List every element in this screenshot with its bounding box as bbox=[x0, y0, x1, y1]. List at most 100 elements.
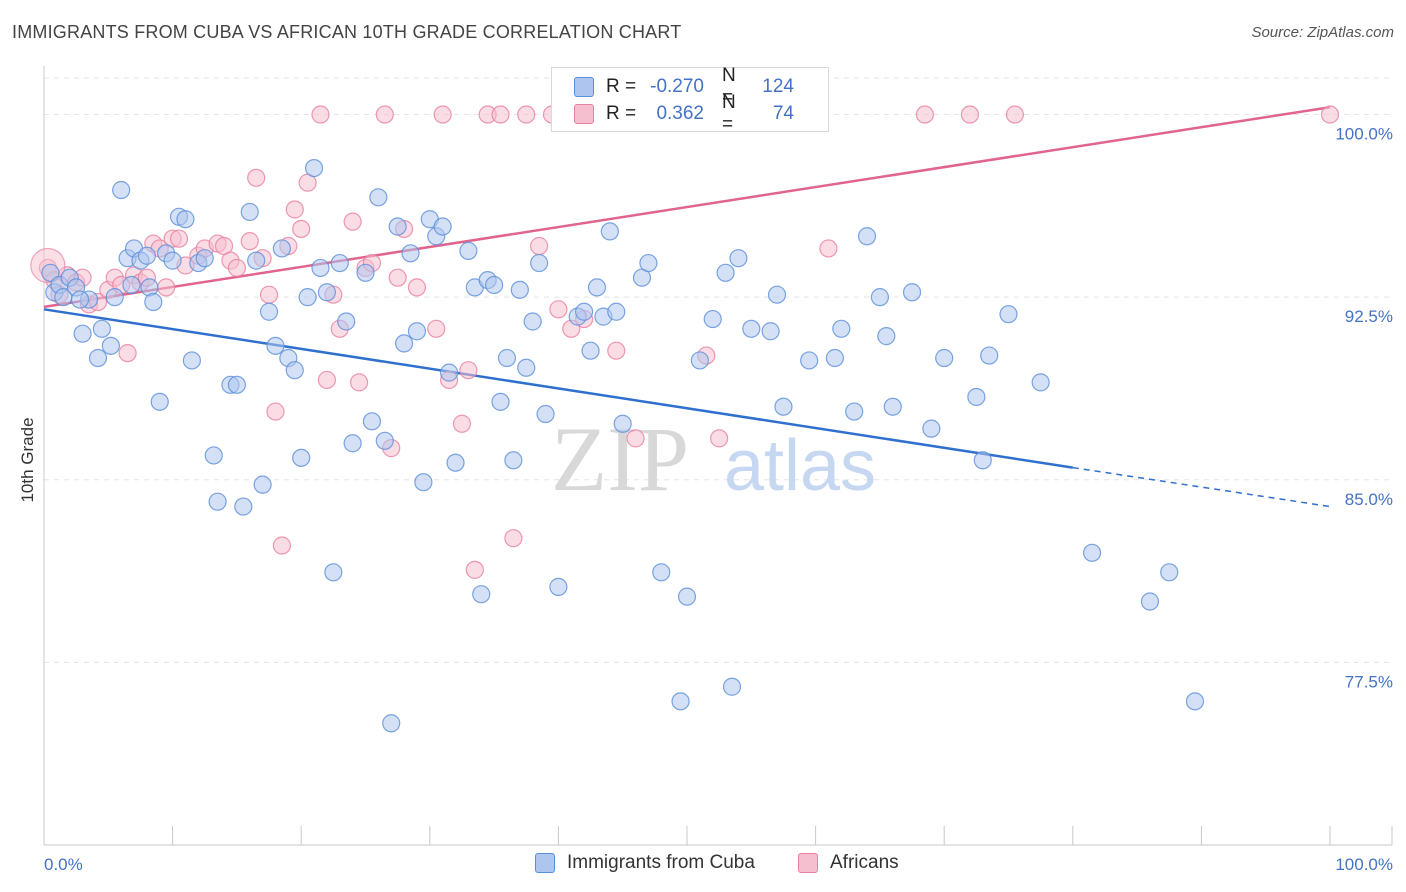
data-point-africans bbox=[549, 300, 568, 319]
data-point-cuba bbox=[967, 387, 986, 407]
data-point-cuba bbox=[304, 158, 324, 178]
data-point-cuba bbox=[870, 288, 890, 307]
data-point-cuba bbox=[150, 392, 169, 411]
data-point-cuba bbox=[292, 448, 311, 467]
data-point-cuba bbox=[504, 451, 523, 470]
x-tick-label: 0.0% bbox=[44, 855, 83, 874]
data-point-africans bbox=[819, 239, 838, 258]
data-point-africans bbox=[343, 212, 362, 231]
data-point-cuba bbox=[101, 336, 120, 355]
legend-row-cuba: R = -0.270 N = 124 bbox=[574, 65, 794, 108]
data-point-cuba bbox=[639, 253, 658, 273]
data-point-cuba bbox=[388, 217, 407, 236]
data-point-cuba bbox=[530, 253, 549, 273]
data-point-cuba bbox=[195, 249, 214, 268]
legend-swatch-pink bbox=[798, 853, 818, 873]
chart-source: Source: ZipAtlas.com bbox=[1251, 24, 1394, 41]
data-point-africans bbox=[375, 105, 394, 124]
data-point-cuba bbox=[600, 222, 619, 241]
data-point-cuba bbox=[259, 302, 279, 321]
data-point-cuba bbox=[922, 419, 941, 438]
watermark-atlas: atlas bbox=[724, 426, 876, 506]
data-point-cuba bbox=[73, 324, 92, 343]
data-point-africans bbox=[247, 168, 266, 187]
data-point-africans bbox=[292, 219, 311, 239]
legend-r-value: 0.362 bbox=[656, 103, 704, 124]
data-point-africans bbox=[960, 105, 980, 124]
data-point-cuba bbox=[497, 348, 517, 368]
legend-n-value: 124 bbox=[762, 76, 794, 97]
data-point-cuba bbox=[105, 288, 124, 307]
trend-line-cuba bbox=[43, 308, 1073, 469]
data-point-cuba bbox=[716, 263, 735, 282]
data-point-africans bbox=[1320, 105, 1340, 124]
data-point-africans bbox=[118, 344, 137, 363]
data-point-cuba bbox=[761, 322, 780, 341]
data-point-cuba bbox=[742, 319, 761, 338]
data-point-cuba bbox=[845, 402, 864, 421]
data-point-cuba bbox=[144, 292, 163, 312]
bottom-legend-item-africans[interactable]: Africans bbox=[798, 852, 899, 874]
data-point-cuba bbox=[266, 336, 285, 355]
data-point-cuba bbox=[285, 361, 304, 380]
data-point-africans bbox=[491, 105, 510, 124]
data-point-africans bbox=[607, 341, 626, 360]
data-point-cuba bbox=[800, 351, 819, 370]
data-point-cuba bbox=[317, 283, 337, 302]
data-point-cuba bbox=[581, 341, 600, 360]
stats-legend: R = -0.270 N = 124 R = 0.362 N = 74 bbox=[551, 65, 829, 135]
data-point-cuba bbox=[208, 492, 227, 511]
data-point-cuba bbox=[1031, 373, 1050, 392]
data-point-cuba bbox=[491, 392, 510, 411]
watermark: ZIP atlas bbox=[551, 408, 876, 510]
trend-line-cuba-extension bbox=[1072, 466, 1331, 508]
data-point-cuba bbox=[999, 305, 1018, 324]
data-point-africans bbox=[259, 285, 279, 304]
data-point-cuba bbox=[774, 397, 793, 416]
data-point-africans bbox=[427, 319, 446, 338]
data-point-cuba bbox=[41, 263, 60, 282]
data-point-cuba bbox=[407, 322, 427, 341]
data-point-africans bbox=[317, 370, 337, 390]
data-point-cuba bbox=[401, 244, 420, 263]
data-point-cuba bbox=[523, 312, 542, 331]
data-point-cuba bbox=[414, 473, 433, 492]
y-tick-label: 92.5% bbox=[1345, 307, 1393, 326]
data-point-cuba bbox=[163, 251, 182, 270]
data-point-africans bbox=[626, 429, 645, 448]
bottom-legend-item-cuba[interactable]: Immigrants from Cuba bbox=[535, 852, 755, 874]
trend-line-africans bbox=[43, 105, 1331, 309]
data-point-cuba bbox=[767, 285, 787, 304]
data-point-africans bbox=[240, 232, 259, 251]
data-point-cuba bbox=[394, 334, 414, 353]
data-point-cuba bbox=[356, 263, 375, 282]
data-point-africans bbox=[459, 361, 478, 380]
data-point-cuba bbox=[677, 587, 697, 606]
data-point-africans bbox=[272, 536, 292, 555]
data-point-cuba bbox=[70, 290, 90, 309]
legend-swatch-blue bbox=[574, 77, 594, 97]
data-point-cuba bbox=[517, 358, 536, 377]
y-tick-label: 100.0% bbox=[1335, 125, 1393, 144]
data-point-africans bbox=[407, 278, 427, 297]
data-point-cuba bbox=[182, 351, 201, 370]
data-point-cuba bbox=[536, 404, 555, 424]
data-point-cuba bbox=[857, 227, 877, 246]
data-point-cuba bbox=[973, 451, 992, 470]
data-point-africans bbox=[433, 105, 452, 124]
data-point-cuba bbox=[472, 585, 491, 604]
data-point-cuba bbox=[240, 202, 259, 222]
data-point-cuba bbox=[1160, 563, 1179, 582]
data-point-cuba bbox=[587, 278, 607, 297]
data-point-cuba bbox=[343, 434, 362, 453]
data-point-africans bbox=[465, 560, 484, 579]
axes bbox=[43, 66, 1393, 846]
data-point-africans bbox=[227, 258, 246, 278]
chart-title: IMMIGRANTS FROM CUBA VS AFRICAN 10TH GRA… bbox=[12, 22, 682, 42]
data-point-cuba bbox=[330, 253, 349, 273]
data-point-cuba bbox=[122, 275, 141, 295]
data-point-cuba bbox=[112, 180, 131, 200]
data-point-cuba bbox=[935, 348, 954, 368]
data-point-cuba bbox=[549, 577, 568, 596]
